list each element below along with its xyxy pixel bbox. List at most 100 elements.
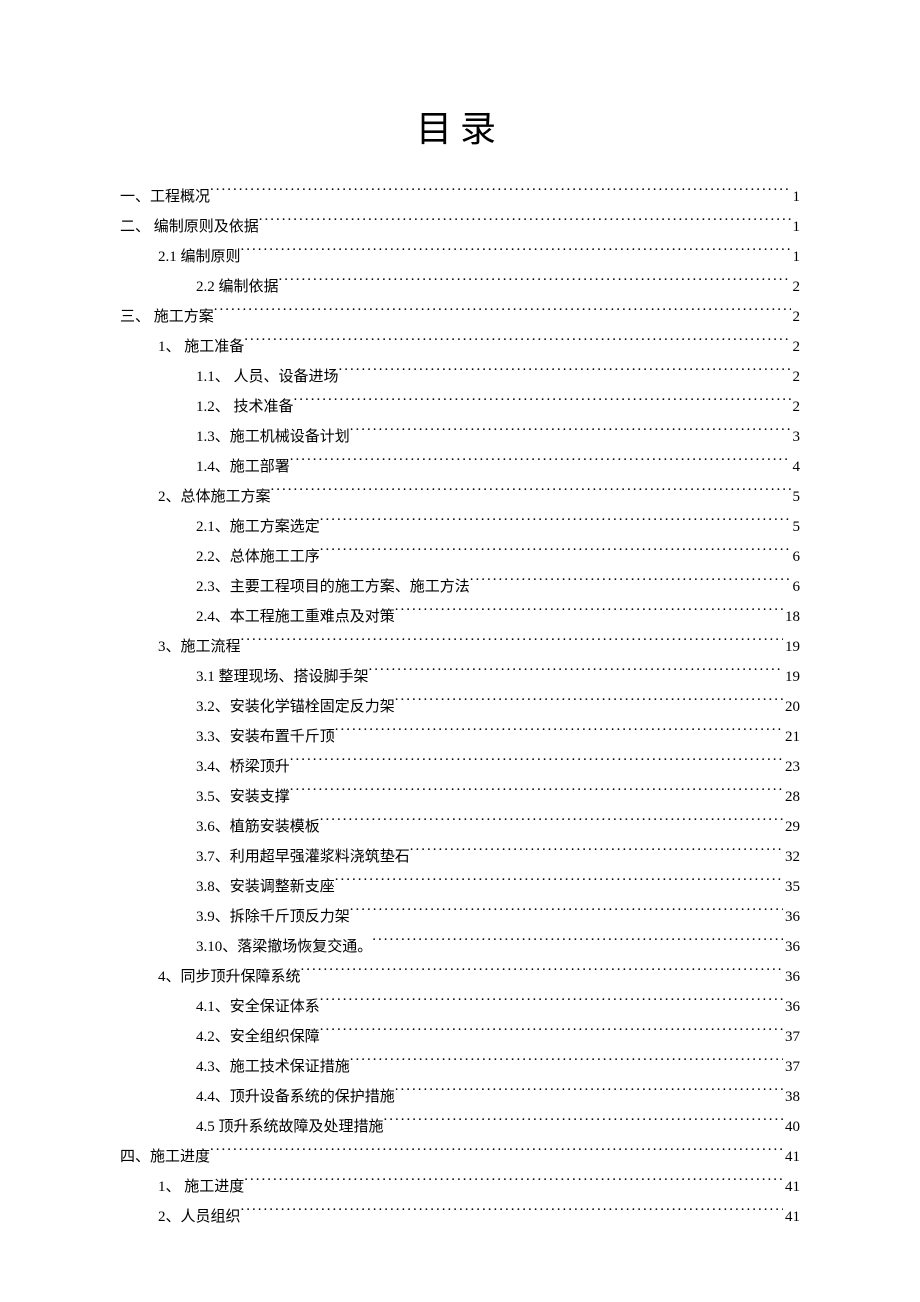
toc-entry: 4、同步顶升保障系统 36 [120, 962, 800, 992]
toc-entry-page: 5 [791, 482, 801, 512]
toc-entry-page: 2 [791, 362, 801, 392]
toc-entry: 3.9、拆除千斤顶反力架 36 [120, 902, 800, 932]
toc-entry-page: 29 [783, 812, 800, 842]
toc-entry-label: 4、同步顶升保障系统 [158, 962, 301, 992]
toc-entry-page: 35 [783, 872, 800, 902]
toc-entry: 四、施工进度41 [120, 1142, 800, 1172]
toc-leader-dots [290, 786, 783, 801]
toc-leader-dots [372, 936, 783, 951]
toc-entry: 3.4、桥梁顶升 23 [120, 752, 800, 782]
toc-leader-dots [335, 876, 783, 891]
toc-entry-label: 3.10、落梁撤场恢复交通。 [196, 932, 372, 962]
toc-entry: 4.1、安全保证体系36 [120, 992, 800, 1022]
toc-entry-label: 3、施工流程 [158, 632, 241, 662]
toc-entry: 1.2、 技术准备 2 [120, 392, 800, 422]
toc-entry-page: 18 [783, 602, 800, 632]
page-title: 目录 [120, 100, 800, 152]
toc-entry: 3.5、安装支撑28 [120, 782, 800, 812]
toc-leader-dots [279, 276, 791, 291]
toc-entry: 1.4、施工部署 4 [120, 452, 800, 482]
toc-entry-label: 2.4、本工程施工重难点及对策 [196, 602, 395, 632]
toc-entry-page: 2 [791, 302, 801, 332]
toc-entry-page: 4 [791, 452, 801, 482]
toc-entry: 2.2 编制依据2 [120, 272, 800, 302]
toc-entry-label: 2.1 编制原则 [158, 242, 241, 272]
toc-entry: 3.10、落梁撤场恢复交通。 36 [120, 932, 800, 962]
toc-entry-page: 19 [783, 632, 800, 662]
toc-entry-page: 6 [791, 542, 801, 572]
toc-entry-label: 3.1 整理现场、搭设脚手架 [196, 662, 369, 692]
toc-entry-label: 4.5 顶升系统故障及处理措施 [196, 1112, 384, 1142]
toc-entry-page: 20 [783, 692, 800, 722]
toc-entry: 三、 施工方案 2 [120, 302, 800, 332]
toc-entry: 3.7、利用超早强灌浆料浇筑垫石 32 [120, 842, 800, 872]
toc-entry-page: 23 [783, 752, 800, 782]
toc-leader-dots [290, 456, 791, 471]
toc-entry-label: 1、 施工进度 [158, 1172, 244, 1202]
toc-entry: 1、 施工进度 41 [120, 1172, 800, 1202]
toc-entry-label: 三、 施工方案 [120, 302, 214, 332]
toc-entry-label: 2.3、主要工程项目的施工方案、施工方法 [196, 572, 470, 602]
toc-leader-dots [241, 246, 791, 261]
toc-entry-label: 2、人员组织 [158, 1202, 241, 1232]
toc-leader-dots [241, 636, 783, 651]
toc-entry: 3.1 整理现场、搭设脚手架 19 [120, 662, 800, 692]
toc-entry-label: 3.9、拆除千斤顶反力架 [196, 902, 350, 932]
toc-entry-page: 32 [783, 842, 800, 872]
toc-entry-label: 1.4、施工部署 [196, 452, 290, 482]
toc-entry-label: 1.1、 人员、设备进场 [196, 362, 339, 392]
toc-leader-dots [294, 396, 791, 411]
toc-entry: 4.3、施工技术保证措施37 [120, 1052, 800, 1082]
toc-leader-dots [290, 756, 783, 771]
toc-leader-dots [214, 306, 791, 321]
toc-entry-label: 3.5、安装支撑 [196, 782, 290, 812]
toc-entry-label: 2.2 编制依据 [196, 272, 279, 302]
toc-leader-dots [320, 516, 791, 531]
toc-entry-label: 4.4、顶升设备系统的保护措施 [196, 1082, 395, 1112]
toc-leader-dots [410, 846, 783, 861]
toc-entry-page: 36 [783, 932, 800, 962]
toc-entry-label: 2.1、施工方案选定 [196, 512, 320, 542]
toc-entry-page: 41 [783, 1202, 800, 1232]
toc-entry-label: 1、 施工准备 [158, 332, 244, 362]
toc-entry-page: 1 [791, 182, 801, 212]
toc-leader-dots [244, 1176, 783, 1191]
toc-entry: 2.1 编制原则 1 [120, 242, 800, 272]
toc-entry-label: 3.4、桥梁顶升 [196, 752, 290, 782]
toc-entry-label: 3.7、利用超早强灌浆料浇筑垫石 [196, 842, 410, 872]
toc-entry-label: 1.2、 技术准备 [196, 392, 294, 422]
toc-entry-page: 36 [783, 992, 800, 1022]
toc-entry: 4.4、顶升设备系统的保护措施 38 [120, 1082, 800, 1112]
toc-leader-dots [210, 1146, 783, 1161]
toc-entry-page: 41 [783, 1142, 800, 1172]
toc-entry-page: 37 [783, 1052, 800, 1082]
toc-entry-page: 38 [783, 1082, 800, 1112]
toc-entry-page: 40 [783, 1112, 800, 1142]
toc-entry-label: 3.6、植筋安装模板 [196, 812, 320, 842]
toc-entry: 3.3、安装布置千斤顶21 [120, 722, 800, 752]
toc-entry-page: 2 [791, 392, 801, 422]
toc-entry-page: 6 [791, 572, 801, 602]
toc-entry: 一、工程概况1 [120, 182, 800, 212]
toc-entry: 2、人员组织 41 [120, 1202, 800, 1232]
toc-entry: 2.3、主要工程项目的施工方案、施工方法 6 [120, 572, 800, 602]
toc-entry-page: 19 [783, 662, 800, 692]
toc-entry: 3.6、植筋安装模板 29 [120, 812, 800, 842]
toc-leader-dots [241, 1206, 783, 1221]
toc-entry: 二、 编制原则及依据1 [120, 212, 800, 242]
toc-entry-label: 3.8、安装调整新支座 [196, 872, 335, 902]
toc-entry: 2.4、本工程施工重难点及对策 18 [120, 602, 800, 632]
toc-entry-label: 4.2、安全组织保障 [196, 1022, 320, 1052]
toc-entry: 2、总体施工方案 5 [120, 482, 800, 512]
toc-leader-dots [320, 996, 783, 1011]
toc-leader-dots [244, 336, 790, 351]
toc-entry: 3.8、安装调整新支座 35 [120, 872, 800, 902]
toc-entry-page: 36 [783, 902, 800, 932]
toc-entry-page: 5 [791, 512, 801, 542]
toc-entry: 4.2、安全组织保障37 [120, 1022, 800, 1052]
toc-leader-dots [470, 576, 791, 591]
toc-leader-dots [259, 216, 791, 231]
toc-leader-dots [210, 186, 790, 201]
toc-entry-label: 3.2、安装化学锚栓固定反力架 [196, 692, 395, 722]
toc-leader-dots [369, 666, 783, 681]
